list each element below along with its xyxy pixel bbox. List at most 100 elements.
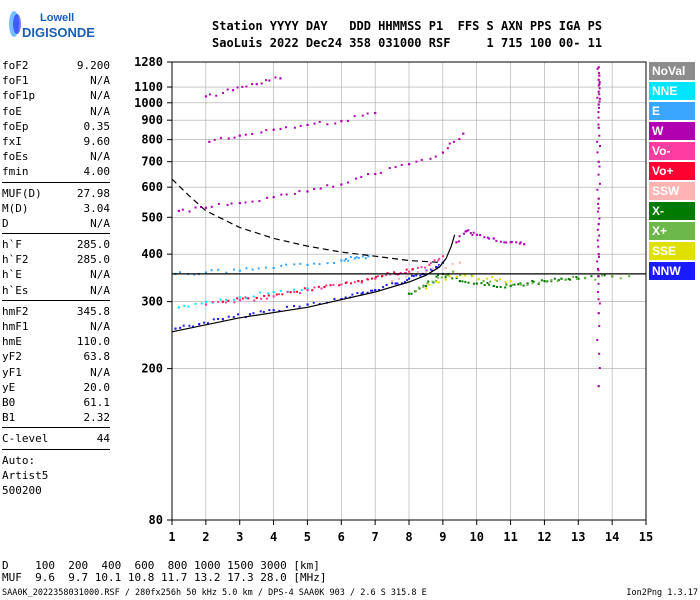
data-point: [198, 323, 201, 326]
data-point: [557, 279, 560, 282]
data-point: [596, 151, 599, 154]
data-point: [215, 94, 218, 97]
data-point: [306, 287, 309, 290]
legend-item-nnw: NNW: [649, 262, 695, 280]
legend-item-noval: NoVal: [649, 62, 695, 80]
data-point: [299, 124, 302, 127]
data-point: [597, 245, 600, 248]
muf-distance-row: D 100 200 400 600 800 1000 1500 3000 [km…: [2, 559, 320, 572]
data-point: [399, 271, 402, 274]
param-row: hmE 110.0: [2, 334, 110, 349]
data-point: [571, 275, 574, 278]
data-point: [238, 269, 241, 272]
data-point: [597, 106, 600, 109]
data-point: [489, 280, 492, 283]
data-point: [320, 287, 323, 290]
data-point: [325, 284, 328, 287]
data-point: [435, 280, 438, 283]
data-point: [424, 266, 427, 269]
data-point: [597, 123, 600, 126]
data-point: [344, 281, 347, 284]
param-row: foEp 0.35: [2, 119, 110, 134]
data-point: [272, 266, 275, 270]
data-point: [444, 276, 447, 279]
data-point: [374, 288, 377, 292]
data-point: [312, 301, 315, 304]
data-point: [247, 297, 250, 300]
data-point: [367, 255, 370, 258]
param-row: yF2 63.8: [2, 349, 110, 364]
data-point: [356, 292, 359, 295]
data-point: [415, 274, 418, 277]
y-tick-label: 1280: [134, 55, 163, 69]
data-point: [338, 284, 341, 287]
data-point: [598, 324, 601, 327]
data-point: [272, 291, 275, 294]
x-tick-label: 14: [605, 530, 619, 544]
data-point: [451, 277, 454, 280]
data-point: [226, 203, 229, 206]
data-point: [181, 208, 184, 211]
data-point: [298, 305, 301, 308]
data-point: [355, 256, 358, 259]
data-point: [438, 257, 441, 260]
data-point: [598, 165, 601, 168]
y-tick-label: 80: [149, 513, 163, 527]
param-label: h`F: [2, 238, 22, 252]
param-value: N/A: [90, 216, 110, 230]
param-row: yE 20.0: [2, 380, 110, 395]
data-point: [306, 123, 309, 127]
data-point: [598, 74, 601, 77]
data-point: [437, 259, 440, 262]
param-value: N/A: [90, 365, 110, 379]
param-row: h`E N/A: [2, 267, 110, 282]
data-point: [472, 282, 475, 285]
data-point: [420, 266, 423, 269]
data-point: [326, 123, 329, 126]
data-point: [394, 282, 397, 285]
x-tick-label: 8: [405, 530, 412, 544]
data-point: [560, 277, 563, 280]
param-value: N/A: [90, 268, 110, 282]
param-value: 2.32: [83, 411, 111, 425]
data-point: [420, 158, 423, 161]
data-point: [386, 272, 389, 275]
data-point: [183, 304, 186, 307]
data-point: [329, 284, 332, 287]
data-point: [378, 288, 381, 291]
data-point: [475, 282, 478, 285]
x-tick-label: 7: [372, 530, 379, 544]
data-point: [464, 280, 467, 283]
data-point: [265, 129, 268, 132]
param-value: N/A: [90, 150, 110, 164]
data-point: [455, 275, 458, 278]
data-point: [419, 274, 422, 277]
data-point: [366, 112, 369, 115]
data-point: [204, 95, 208, 98]
data-point: [472, 231, 475, 234]
data-point: [431, 267, 434, 270]
data-point: [277, 293, 280, 296]
data-point: [227, 137, 230, 140]
data-point: [509, 279, 512, 283]
param-label: foEp: [2, 119, 29, 133]
data-point: [285, 263, 288, 266]
data-point: [366, 278, 369, 281]
data-point: [278, 309, 281, 312]
data-point: [238, 296, 241, 299]
data-point: [349, 256, 352, 259]
data-point: [431, 280, 434, 283]
data-point: [526, 282, 529, 285]
data-point: [504, 286, 507, 289]
data-point: [424, 270, 428, 273]
data-point: [532, 280, 535, 283]
data-point: [596, 210, 599, 213]
data-point: [244, 201, 247, 204]
polarization-legend: NoVal NNE E W Vo- Vo+ SSW X- X+ SSE NNW: [649, 62, 695, 282]
data-point: [597, 66, 600, 69]
data-point: [619, 277, 622, 280]
data-point: [376, 275, 379, 278]
x-tick-label: 12: [537, 530, 551, 544]
data-point: [458, 235, 461, 238]
data-point: [486, 236, 489, 239]
